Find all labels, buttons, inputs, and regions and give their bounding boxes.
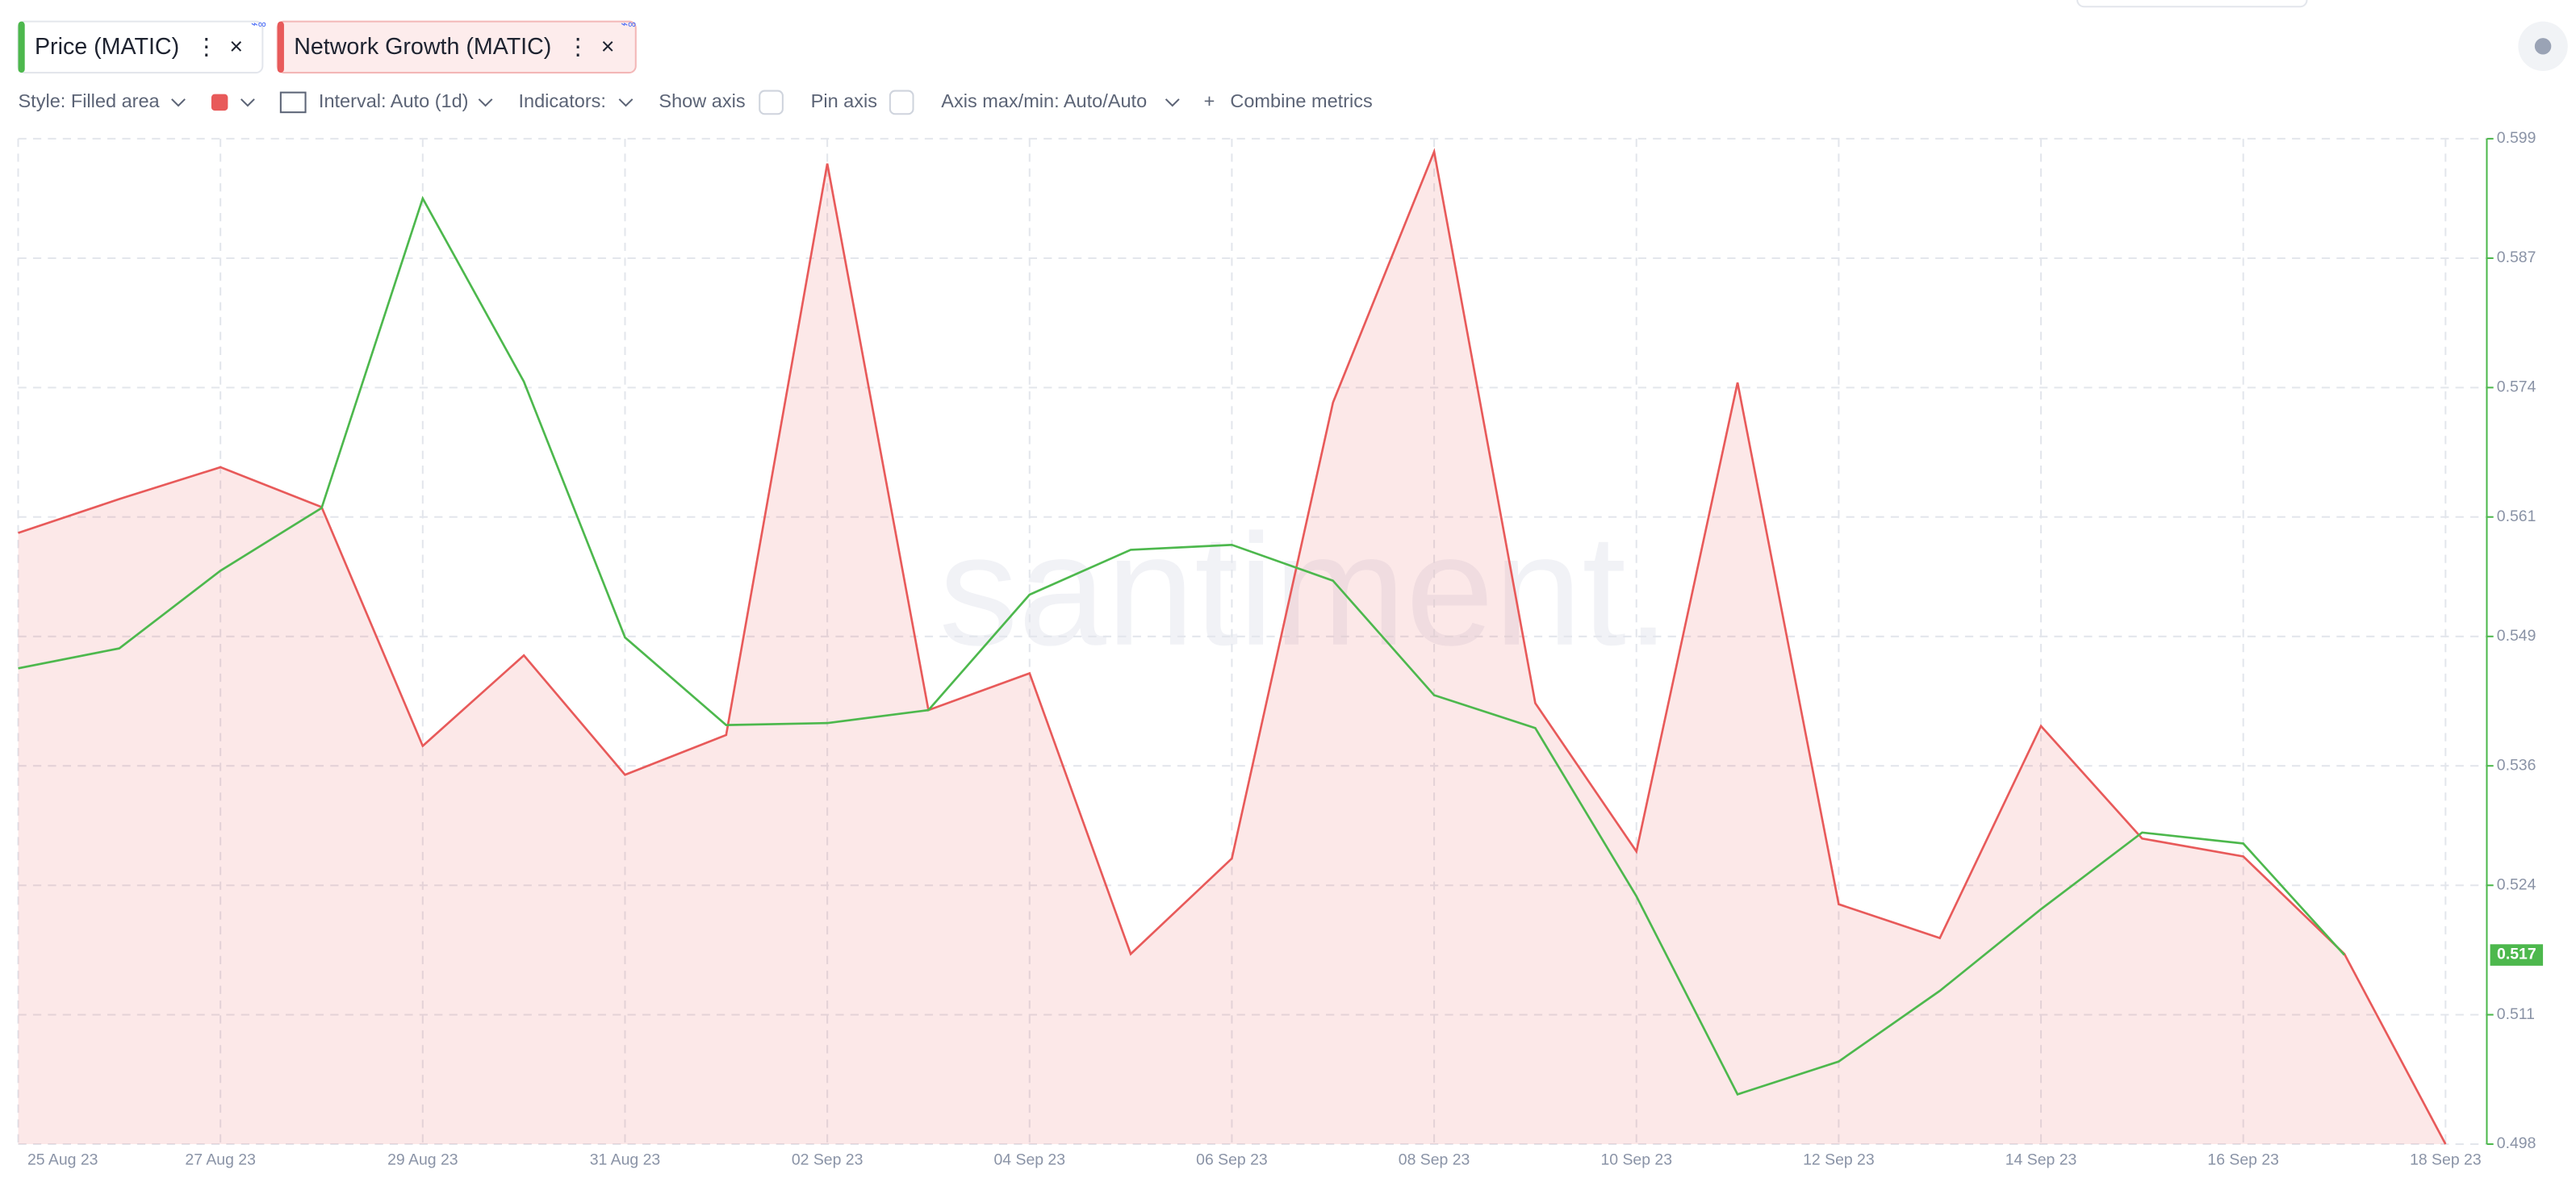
y-tick-label: 0.498 [2497, 1134, 2536, 1152]
show-axis-label: Show axis [659, 90, 745, 111]
y-tick-label: 0.599 [2497, 129, 2536, 147]
series-line [18, 148, 2447, 1145]
x-tick-label: 04 Sep 23 [993, 1151, 1065, 1169]
x-tick-label: 31 Aug 23 [590, 1151, 660, 1169]
x-tick-label: 18 Sep 23 [2410, 1151, 2482, 1169]
x-tick-label: 16 Sep 23 [2207, 1151, 2279, 1169]
y-tick-label: 0.511 [2497, 1005, 2535, 1023]
menu-icon[interactable]: ⋮ [567, 34, 590, 60]
y-tick-label: 0.561 [2497, 508, 2536, 525]
color-picker[interactable] [211, 94, 228, 111]
chevron [478, 98, 493, 107]
close-icon[interactable]: × [229, 34, 243, 60]
menu-icon[interactable]: ⋮ [194, 34, 218, 60]
y-tick-label: 0.524 [2497, 875, 2536, 893]
series-line [18, 195, 2346, 1096]
plus-icon: + [1204, 90, 1215, 111]
chevron [618, 98, 634, 107]
x-tick-label: 08 Sep 23 [1399, 1151, 1470, 1169]
close-icon[interactable]: × [601, 34, 615, 60]
metric-tab[interactable]: Network Growth (MATIC) ⋮ × ⌁∞ [276, 19, 637, 74]
x-tick-label: 10 Sep 23 [1600, 1151, 1672, 1169]
last-value-box [2490, 944, 2544, 966]
top-box [2076, 0, 2308, 8]
last-value-label: 0.517 [2497, 946, 2536, 963]
chevron [240, 98, 255, 107]
interval-select[interactable]: Interval: Auto (1d) [319, 90, 469, 111]
link-icon[interactable]: ⌁∞ [251, 19, 266, 31]
y-tick-label: 0.536 [2497, 756, 2536, 774]
plot [17, 137, 2494, 1146]
chevron [1165, 98, 1180, 107]
x-tick-label: 12 Sep 23 [1803, 1151, 1875, 1169]
area-fill [18, 151, 2446, 1145]
y-tick-label: 0.587 [2497, 249, 2536, 266]
indicators-select[interactable]: Indicators: [518, 90, 605, 111]
pin-axis-label: Pin axis [811, 90, 877, 111]
x-tick-label: 14 Sep 23 [2005, 1151, 2077, 1169]
tab-color [277, 21, 284, 73]
x-tick-label: 02 Sep 23 [792, 1151, 864, 1169]
combine-metrics[interactable]: Combine metrics [1230, 90, 1372, 111]
x-tick-label: 29 Aug 23 [387, 1151, 458, 1169]
link-icon[interactable]: ⌁∞ [621, 19, 636, 31]
x-tick-label: 06 Sep 23 [1196, 1151, 1268, 1169]
y-tick-label: 0.549 [2497, 627, 2536, 645]
x-tick-label: 27 Aug 23 [185, 1151, 255, 1169]
metric-tab[interactable]: Price (MATIC) ⋮ × ⌁∞ [17, 19, 266, 74]
chevron [171, 98, 186, 107]
y-tick-label: 0.574 [2497, 378, 2536, 395]
x-tick-label: 25 Aug 23 [27, 1151, 98, 1169]
tab-label: Network Growth (MATIC) [294, 34, 551, 60]
style-select[interactable]: Style: Filled area [19, 90, 161, 111]
tab-label: Price (MATIC) [35, 34, 179, 60]
pin-axis-checkbox[interactable] [889, 90, 914, 115]
tab-color [18, 21, 25, 73]
settings-dot [2534, 38, 2552, 55]
interval-icon [279, 91, 307, 114]
show-axis-checkbox[interactable] [759, 90, 784, 115]
axis-minmax-select[interactable]: Axis max/min: Auto/Auto [941, 90, 1147, 111]
